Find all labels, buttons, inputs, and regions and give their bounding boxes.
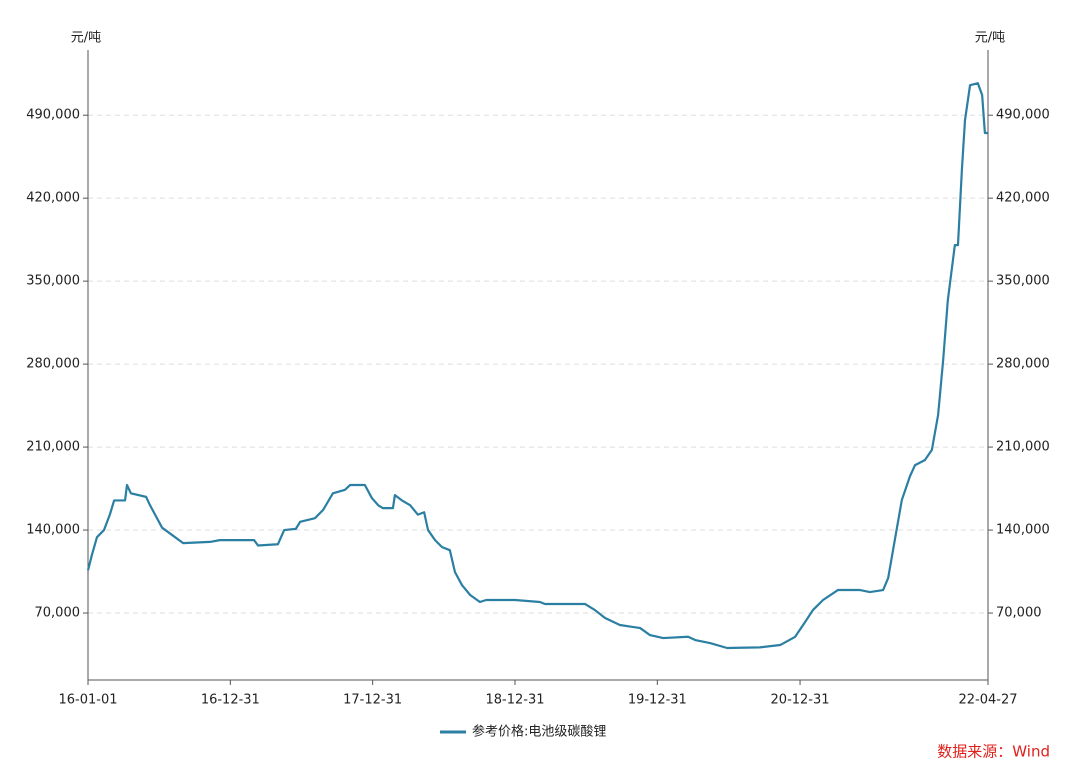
legend-label: 参考价格:电池级碳酸锂 [472,724,606,740]
y-tick-label: 210,000 [26,440,80,455]
x-tick-label: 20-12-31 [771,693,830,708]
y-tick-label: 140,000 [26,523,80,538]
x-tick-label: 16-01-01 [58,693,117,708]
y2-tick-label: 140,000 [996,523,1050,538]
y-tick-label: 350,000 [26,274,80,289]
y-tick-label: 420,000 [26,191,80,206]
source-note: 数据来源：Wind [937,743,1050,761]
x-tick-label: 18-12-31 [485,693,544,708]
y2-tick-label: 210,000 [996,440,1050,455]
y-tick-label: 70,000 [35,606,81,621]
x-tick-label: 16-12-31 [201,693,260,708]
line-series [86,82,988,650]
y-tick-label: 490,000 [26,108,80,123]
y2-tick-label: 420,000 [996,191,1050,206]
y-tick-label: 280,000 [26,357,80,372]
y-axis-label: 元/吨 [71,31,101,46]
x-tick-label: 22-04-27 [958,693,1017,708]
x-tick-label: 17-12-31 [343,693,402,708]
y2-tick-label: 490,000 [996,108,1050,123]
y2-tick-label: 70,000 [996,606,1042,621]
x-tick-label: 19-12-31 [628,693,687,708]
y2-axis-label: 元/吨 [975,31,1005,46]
y2-tick-label: 350,000 [996,274,1050,289]
y2-tick-label: 280,000 [996,357,1050,372]
